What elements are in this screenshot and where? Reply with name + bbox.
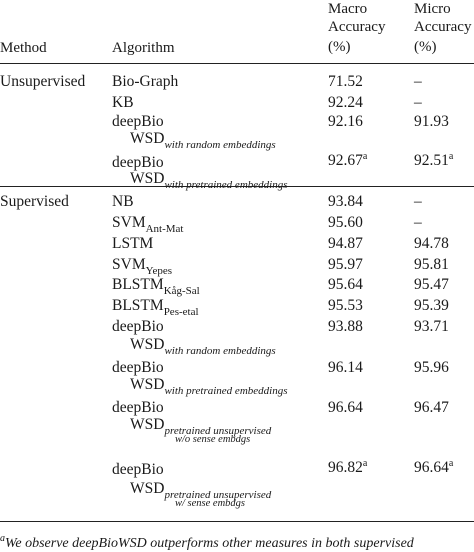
group-supervised: Supervised: [0, 193, 69, 210]
macro-value: 71.52: [328, 73, 363, 90]
group-unsupervised: Unsupervised: [0, 73, 86, 90]
macro-value: 92.16: [328, 113, 363, 130]
algo-subscript: pretrained unsupervised: [164, 489, 272, 501]
algo-subscript: with random embeddings: [164, 139, 276, 151]
macro-value: 96.82a: [328, 458, 368, 476]
micro-value: 95.81: [414, 256, 449, 273]
macro-value: 92.67a: [328, 151, 368, 169]
algo-name-wsd: WSDwith pretrained embeddings: [130, 376, 288, 397]
footnote-mark: a: [448, 151, 454, 162]
macro-value: 93.84: [328, 193, 363, 210]
macro-value: 95.60: [328, 214, 363, 231]
header-macro-2: Accuracy: [328, 19, 386, 35]
header-macro-1: Macro: [328, 1, 368, 17]
micro-value: 96.64a: [414, 458, 454, 476]
algo-name: deepBio: [112, 318, 164, 335]
macro-value: 95.64: [328, 276, 363, 293]
algo-name: KB: [112, 94, 134, 111]
header-micro-3: (%): [414, 39, 437, 55]
algo-subscript: Ant-Mat: [145, 223, 184, 235]
macro-value: 96.14: [328, 359, 363, 376]
micro-value: 96.47: [414, 399, 449, 416]
micro-value: 94.78: [414, 235, 449, 252]
header-macro-3: (%): [328, 39, 351, 55]
footnote-mark: a: [448, 458, 454, 469]
header-method: Method: [0, 40, 47, 56]
micro-value: –: [414, 193, 422, 210]
algo-name-wsd: WSDpretrained unsupervised: [130, 480, 272, 501]
algo-name: SVMYepes: [112, 256, 172, 277]
algo-subscript: Pes-etal: [163, 306, 199, 318]
micro-value: 91.93: [414, 113, 449, 130]
algo-subscript-line2: w/o sense embdgs: [175, 434, 251, 445]
algo-subscript-line2: w/ sense embdgs: [175, 498, 245, 509]
footnote: aWe observe deepBioWSD outperforms other…: [0, 533, 414, 551]
algo-name: BLSTMPes-etal: [112, 297, 199, 318]
micro-value: 93.71: [414, 318, 449, 335]
algo-name: NB: [112, 193, 134, 210]
algo-name-wsd: WSDwith random embeddings: [130, 130, 276, 151]
macro-value: 95.53: [328, 297, 363, 314]
macro-value: 94.87: [328, 235, 363, 252]
algo-name: deepBio: [112, 154, 164, 171]
algo-subscript: with pretrained embeddings: [164, 385, 288, 397]
algo-name: deepBio: [112, 359, 164, 376]
header-micro-1: Micro: [414, 1, 451, 17]
algo-name-wsd: WSDwith pretrained embeddings: [130, 170, 288, 191]
micro-value: 95.47: [414, 276, 449, 293]
algo-name: Bio-Graph: [112, 73, 179, 90]
macro-value: 95.97: [328, 256, 363, 273]
algo-name: deepBio: [112, 399, 164, 416]
algo-name: LSTM: [112, 235, 154, 252]
algo-subscript: Kåg-Sal: [163, 285, 200, 297]
micro-value: –: [414, 73, 422, 90]
macro-value: 93.88: [328, 318, 363, 335]
macro-value: 92.24: [328, 94, 363, 111]
algo-subscript: pretrained unsupervised: [164, 425, 272, 437]
algo-name: deepBio: [112, 113, 164, 130]
bottom-rule: [0, 521, 474, 522]
algo-name: SVMAnt-Mat: [112, 214, 184, 235]
micro-value: –: [414, 94, 422, 111]
algo-name-wsd: WSDwith random embeddings: [130, 336, 276, 357]
algo-subscript: Yepes: [145, 265, 172, 277]
micro-value: 95.96: [414, 359, 449, 376]
footnote-mark: a: [362, 458, 368, 469]
algo-name: deepBio: [112, 461, 164, 478]
micro-value: –: [414, 214, 422, 231]
footnote-mark: a: [362, 151, 368, 162]
algo-subscript: with pretrained embeddings: [164, 179, 288, 191]
header-micro-2: Accuracy: [414, 19, 472, 35]
group-rule: [0, 186, 474, 187]
header-algorithm: Algorithm: [112, 40, 175, 56]
header-rule: [0, 63, 474, 64]
macro-value: 96.64: [328, 399, 363, 416]
algo-name-wsd: WSDpretrained unsupervised: [130, 416, 272, 437]
algo-subscript: with random embeddings: [164, 345, 276, 357]
micro-value: 95.39: [414, 297, 449, 314]
micro-value: 92.51a: [414, 151, 454, 169]
algo-name: BLSTMKåg-Sal: [112, 276, 200, 297]
